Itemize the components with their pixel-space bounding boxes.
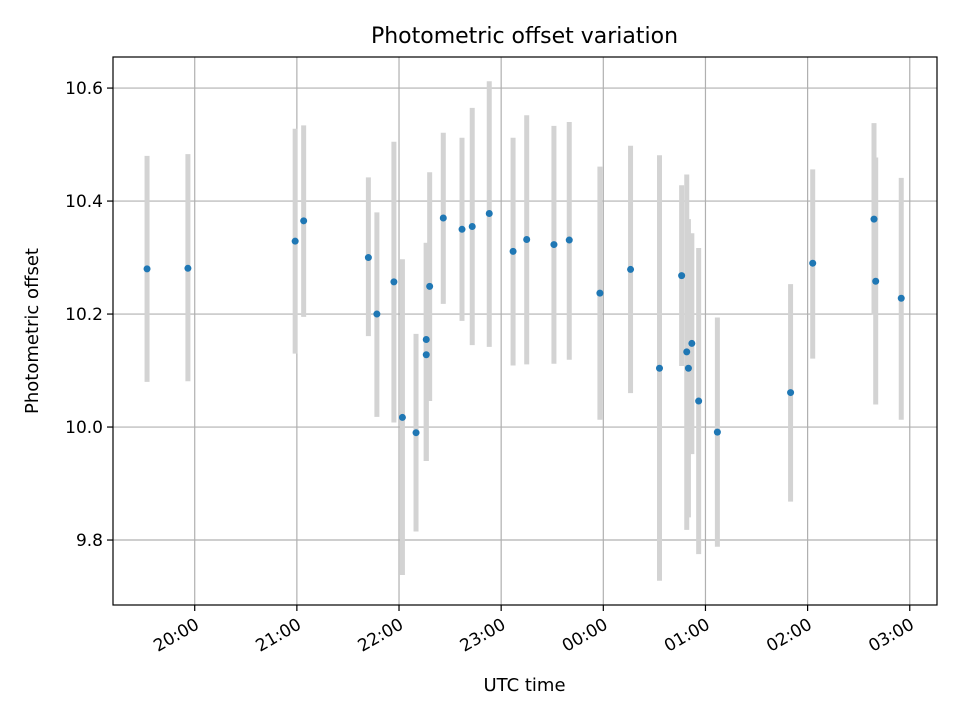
data-point [695, 397, 703, 405]
x-tick-label: 23:00 [457, 615, 509, 657]
y-tick-label: 10.0 [65, 418, 103, 438]
data-point [364, 254, 372, 262]
grid-layer [113, 57, 937, 605]
chart-title: Photometric offset variation [371, 24, 678, 49]
data-point [509, 247, 517, 255]
data-point [872, 277, 880, 285]
y-tick-label: 10.2 [65, 305, 103, 325]
y-tick-label: 10.6 [65, 79, 103, 99]
data-point [683, 348, 691, 356]
data-point [523, 235, 531, 243]
data-point [412, 429, 420, 437]
y-tick-label: 9.8 [76, 531, 103, 551]
data-point [468, 222, 476, 230]
data-point [373, 310, 381, 318]
data-point [809, 259, 817, 267]
data-point [184, 264, 192, 272]
data-point [485, 209, 493, 217]
data-point [458, 225, 466, 233]
data-point [565, 236, 573, 244]
plot-frame [112, 56, 938, 606]
data-point [398, 413, 406, 421]
data-point [897, 294, 905, 302]
x-tick-label: 03:00 [865, 615, 917, 657]
y-axis-ticks: 9.8 10.0 10.2 10.4 10.6 [65, 79, 113, 551]
x-tick-label: 02:00 [763, 615, 815, 657]
y-axis-label: Photometric offset [22, 248, 43, 414]
errorbar-layer [144, 81, 904, 581]
data-point [713, 428, 721, 436]
data-point [678, 272, 686, 280]
data-point [300, 217, 308, 225]
data-point [688, 339, 696, 347]
data-point [596, 289, 604, 297]
data-point [684, 364, 692, 372]
x-axis-label: UTC time [483, 675, 565, 696]
data-point [550, 241, 558, 249]
x-tick-label: 21:00 [252, 615, 304, 657]
data-point [426, 282, 434, 290]
x-tick-label: 22:00 [355, 615, 407, 657]
data-point [439, 214, 447, 222]
x-tick-label: 20:00 [150, 615, 202, 657]
x-tick-label: 00:00 [559, 615, 611, 657]
data-point [787, 389, 795, 397]
data-point [143, 265, 151, 273]
data-point [422, 351, 430, 359]
data-point [627, 265, 635, 273]
x-axis-ticks: 20:00 21:00 22:00 23:00 00:00 01:00 02:00 03:00 [150, 605, 918, 657]
point-layer [143, 209, 905, 437]
data-point [422, 335, 430, 343]
y-tick-label: 10.4 [65, 192, 103, 212]
data-point [390, 278, 398, 286]
data-point [655, 364, 663, 372]
x-tick-label: 01:00 [661, 615, 713, 657]
data-point [870, 215, 878, 223]
data-point [291, 237, 299, 245]
